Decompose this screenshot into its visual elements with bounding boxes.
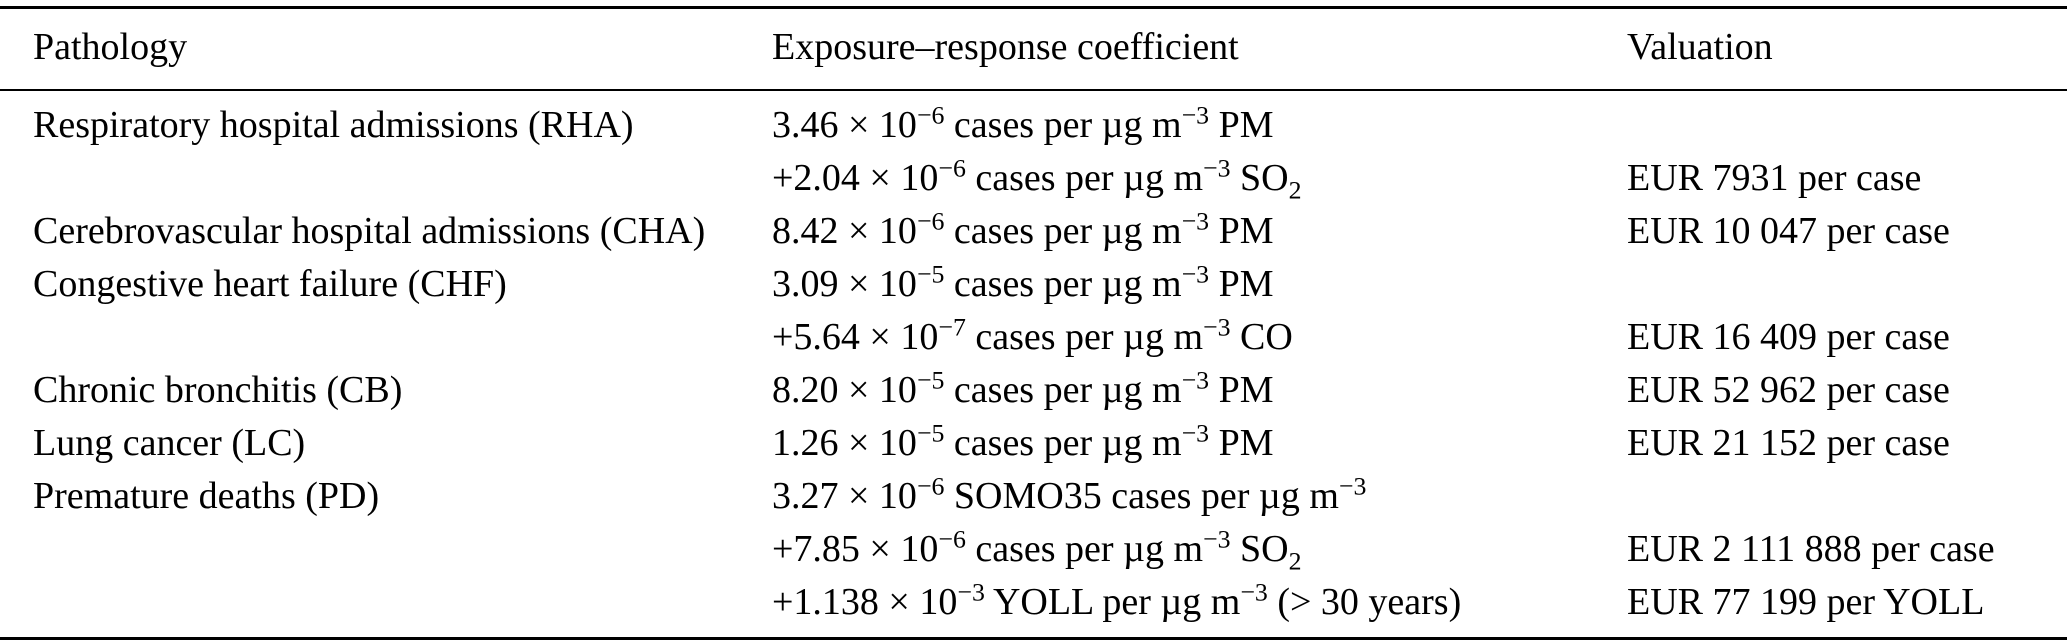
superscript: −3 [1181, 259, 1210, 289]
valuation-cell: EUR 52 962 per case [1627, 369, 1950, 411]
pathology-cell: Premature deaths (PD) [33, 475, 380, 517]
header-exposure-response-coefficient: Exposure–response coefficient [772, 26, 1239, 68]
header-pathology: Pathology [33, 26, 188, 68]
coefficient-cell: 3.27 × 10−6 SOMO35 cases per µg m−3 [772, 470, 1627, 523]
valuation-cell: EUR 21 152 per case [1627, 422, 1950, 464]
pathology-cell: Cerebrovascular hospital admissions (CHA… [33, 210, 706, 252]
coefficient-text: PM [1209, 422, 1274, 464]
superscript: −7 [938, 312, 966, 342]
table-row: Respiratory hospital admissions (RHA) 3.4… [0, 99, 2067, 152]
coefficient-cell: 3.09 × 10−5 cases per µg m−3 PM [772, 258, 1627, 311]
table-header-rule [0, 89, 2067, 91]
pathology-cell: Respiratory hospital admissions (RHA) [33, 104, 634, 146]
superscript: −3 [1181, 100, 1210, 130]
superscript: −6 [916, 471, 945, 501]
coefficient-text: cases per µg m [965, 316, 1204, 358]
superscript: −6 [916, 206, 945, 236]
coefficient-text: cases per µg m [944, 210, 1182, 252]
superscript: −3 [1181, 365, 1210, 395]
subscript: 2 [1288, 175, 1302, 205]
coefficient-text: cases per µg m [965, 157, 1204, 199]
coefficient-text: 3.09 × 10 [772, 263, 917, 305]
table-row: +1.138 × 10−3 YOLL per µg m−3 (> 30 year… [0, 576, 2067, 629]
superscript: −3 [1338, 471, 1367, 501]
superscript: −3 [1203, 153, 1231, 183]
valuation-cell: EUR 2 111 888 per case [1627, 528, 1995, 570]
superscript: −3 [1181, 206, 1210, 236]
valuation-cell: EUR 10 047 per case [1627, 210, 1950, 252]
coefficient-text: 8.42 × 10 [772, 210, 917, 252]
coefficient-text: SO [1230, 157, 1289, 199]
coefficient-text: cases per µg m [944, 422, 1182, 464]
coefficient-cell: +1.138 × 10−3 YOLL per µg m−3 (> 30 year… [772, 576, 1627, 629]
superscript: −5 [916, 418, 945, 448]
table-body: Respiratory hospital admissions (RHA) 3.4… [0, 91, 2067, 637]
coefficient-text: SO [1230, 528, 1289, 570]
coefficient-text: +2.04 × 10 [772, 157, 939, 199]
coefficient-cell: +2.04 × 10−6 cases per µg m−3 SO2 [772, 152, 1627, 205]
table-row: Lung cancer (LC) 1.26 × 10−5 cases per µg… [0, 417, 2067, 470]
table-row: +2.04 × 10−6 cases per µg m−3 SO2 EUR 793… [0, 152, 2067, 205]
superscript: −3 [1203, 524, 1231, 554]
coefficient-text: YOLL per µg m [984, 581, 1241, 623]
subscript: 2 [1288, 546, 1302, 576]
coefficient-cell: 8.20 × 10−5 cases per µg m−3 PM [772, 364, 1627, 417]
coefficient-text: cases per µg m [944, 369, 1182, 411]
coefficient-text: 8.20 × 10 [772, 369, 917, 411]
table-row: Premature deaths (PD) 3.27 × 10−6 SOMO35 … [0, 470, 2067, 523]
valuation-cell: EUR 7931 per case [1627, 157, 1922, 199]
table-header-row: Pathology Exposure–response coefficient … [0, 9, 2067, 89]
table-row: +5.64 × 10−7 cases per µg m−3 CO EUR 16 4… [0, 311, 2067, 364]
coefficient-cell: 1.26 × 10−5 cases per µg m−3 PM [772, 417, 1627, 470]
coefficient-text: +1.138 × 10 [772, 581, 958, 623]
header-valuation: Valuation [1627, 26, 1773, 68]
table-row: Cerebrovascular hospital admissions (CHA… [0, 205, 2067, 258]
coefficient-text: cases per µg m [944, 263, 1182, 305]
coefficient-text: 3.27 × 10 [772, 475, 917, 517]
pathology-cell: Congestive heart failure (CHF) [33, 263, 507, 305]
superscript: −5 [916, 259, 945, 289]
superscript: −5 [916, 365, 945, 395]
coefficient-text: cases per µg m [944, 104, 1182, 146]
superscript: −3 [1181, 418, 1210, 448]
coefficient-text: cases per µg m [965, 528, 1204, 570]
coefficient-text: +5.64 × 10 [772, 316, 939, 358]
superscript: −6 [938, 524, 966, 554]
valuation-cell: EUR 16 409 per case [1627, 316, 1950, 358]
superscript: −6 [916, 100, 945, 130]
table-row: Congestive heart failure (CHF) 3.09 × 10−… [0, 258, 2067, 311]
table-row: Chronic bronchitis (CB) 8.20 × 10−5 cases… [0, 364, 2067, 417]
superscript: −3 [1203, 312, 1231, 342]
superscript: −3 [1240, 577, 1268, 607]
coefficient-text: PM [1209, 369, 1274, 411]
coefficient-text: PM [1209, 210, 1274, 252]
coefficient-text: 3.46 × 10 [772, 104, 917, 146]
valuation-cell: EUR 77 199 per YOLL [1627, 581, 1985, 623]
table-bottom-rule [0, 637, 2067, 640]
coefficient-text: (> 30 years) [1267, 581, 1462, 623]
pathology-cell: Lung cancer (LC) [33, 422, 306, 464]
coefficient-text: +7.85 × 10 [772, 528, 939, 570]
table-top-rule [0, 6, 2067, 9]
superscript: −6 [938, 153, 966, 183]
coefficient-text: SOMO35 cases per µg m [944, 475, 1339, 517]
coefficient-cell: 3.46 × 10−6 cases per µg m−3 PM [772, 99, 1627, 152]
pathology-cell: Chronic bronchitis (CB) [33, 369, 403, 411]
coefficient-text: PM [1209, 263, 1274, 305]
coefficient-cell: 8.42 × 10−6 cases per µg m−3 PM [772, 205, 1627, 258]
coefficient-text: 1.26 × 10 [772, 422, 917, 464]
coefficient-text: PM [1209, 104, 1274, 146]
table-row: +7.85 × 10−6 cases per µg m−3 SO2 EUR 2 1… [0, 523, 2067, 576]
superscript: −3 [957, 577, 985, 607]
coefficient-cell: +5.64 × 10−7 cases per µg m−3 CO [772, 311, 1627, 364]
coefficient-cell: +7.85 × 10−6 cases per µg m−3 SO2 [772, 523, 1627, 576]
coefficient-text: CO [1230, 316, 1293, 358]
